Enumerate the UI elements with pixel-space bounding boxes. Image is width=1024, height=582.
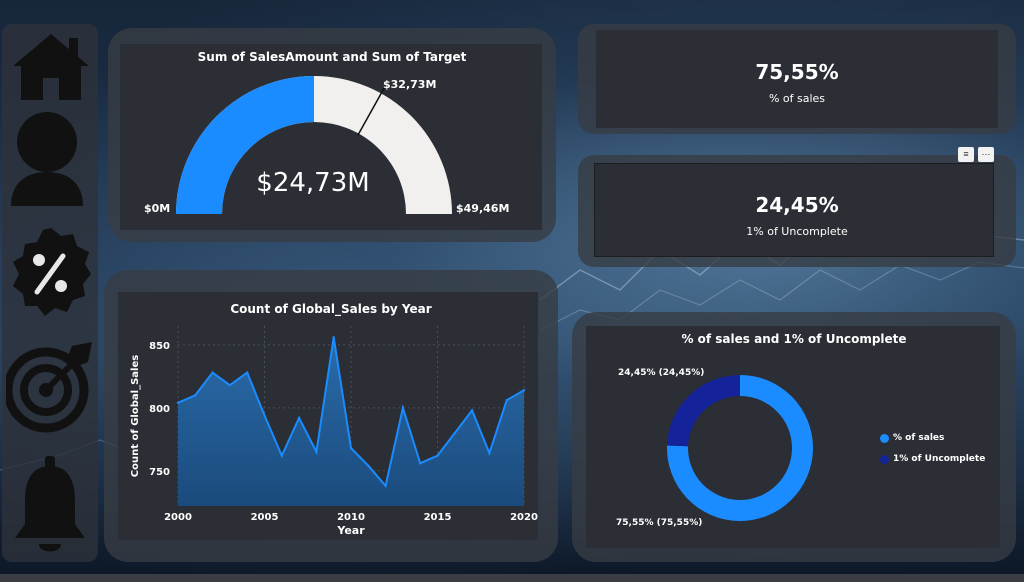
x-tick-label: 2010 — [337, 512, 365, 523]
donut-slice-uncomplete[interactable] — [667, 375, 740, 447]
gauge-target-label: $32,73M — [383, 78, 437, 91]
donut-chart-card: % of sales and 1% of Uncomplete 24,45% (… — [572, 312, 1016, 562]
legend-label-sales: % of sales — [893, 433, 945, 443]
kpi-sales-card: 75,55% % of sales — [578, 24, 1016, 134]
line-chart-card: Count of Global_Sales by Year 750 800 850 2… — [104, 270, 558, 562]
x-tick-label: 2020 — [510, 512, 538, 523]
y-tick-label: 800 — [149, 404, 170, 415]
data-point[interactable] — [194, 394, 197, 397]
gauge-target-marker — [357, 80, 389, 136]
donut-label-uncomplete: 24,45% (24,45%) — [618, 368, 705, 378]
line-chart: 750 800 850 2000 2005 2010 2015 2020 Year Count o… — [130, 326, 538, 537]
home-icon[interactable] — [6, 30, 96, 102]
x-tick-label: 2005 — [251, 512, 279, 523]
kpi-sales-value: 75,55% — [755, 60, 839, 84]
target-icon[interactable] — [6, 336, 96, 434]
bottom-bar — [0, 574, 1024, 582]
legend-label-uncomplete: 1% of Uncomplete — [893, 454, 986, 464]
legend-dot-uncomplete — [880, 454, 889, 464]
data-point[interactable] — [419, 462, 422, 465]
data-point[interactable] — [315, 450, 318, 454]
line-chart-title: Count of Global_Sales by Year — [230, 302, 432, 316]
bell-icon[interactable] — [6, 454, 96, 558]
y-tick-label: 750 — [149, 467, 170, 478]
sidebar — [2, 24, 98, 562]
data-point[interactable] — [297, 416, 301, 420]
legend-item-sales[interactable]: % of sales — [880, 433, 944, 443]
data-point[interactable] — [384, 484, 387, 488]
data-point[interactable] — [522, 388, 526, 392]
x-tick-label: 2000 — [164, 512, 192, 523]
data-point[interactable] — [488, 451, 491, 455]
data-point[interactable] — [228, 383, 232, 387]
percent-badge-icon[interactable] — [6, 224, 96, 320]
donut-title: % of sales and 1% of Uncomplete — [681, 332, 907, 346]
kpi-sales-label: % of sales — [768, 92, 826, 105]
user-icon[interactable] — [6, 110, 96, 208]
y-axis-label: Count of Global_Sales — [130, 355, 141, 477]
data-point[interactable] — [332, 336, 335, 339]
data-point[interactable] — [470, 409, 474, 412]
kpi-uncomplete-label: 1% of Uncomplete — [746, 225, 848, 238]
area-series — [178, 337, 524, 506]
gauge-value-label: $24,73M — [256, 168, 370, 198]
legend-dot-sales — [880, 433, 889, 443]
data-point[interactable] — [367, 464, 370, 467]
data-point[interactable] — [436, 454, 439, 457]
y-tick-label: 850 — [149, 341, 170, 352]
gauge-chart — [176, 76, 452, 214]
data-point[interactable] — [401, 406, 405, 410]
data-point[interactable] — [349, 446, 353, 450]
gauge-value-arc — [176, 76, 314, 214]
kpi-uncomplete-card: 24,45% 1% of Uncomplete — [578, 155, 1016, 267]
data-point[interactable] — [505, 399, 508, 402]
gauge-min-label: $0M — [144, 202, 171, 215]
filter-button[interactable]: ≡ — [958, 147, 974, 162]
x-axis-label: Year — [336, 524, 365, 537]
x-tick-label: 2015 — [424, 512, 452, 523]
gauge-card: Sum of SalesAmount and Sum of Target $24… — [108, 28, 556, 242]
gauge-title: Sum of SalesAmount and Sum of Target — [197, 50, 467, 64]
data-point[interactable] — [280, 454, 283, 457]
data-point[interactable] — [246, 371, 249, 374]
data-point[interactable] — [211, 371, 214, 374]
legend-item-uncomplete[interactable]: 1% of Uncomplete — [880, 454, 985, 464]
data-point[interactable] — [453, 431, 456, 435]
data-point[interactable] — [176, 401, 180, 404]
donut-chart — [667, 375, 813, 521]
data-point[interactable] — [263, 414, 266, 417]
kpi-uncomplete-value: 24,45% — [755, 193, 839, 217]
donut-label-sales: 75,55% (75,55%) — [616, 518, 703, 528]
more-options-button[interactable]: ⋯ — [978, 147, 994, 162]
gauge-max-label: $49,46M — [456, 202, 510, 215]
